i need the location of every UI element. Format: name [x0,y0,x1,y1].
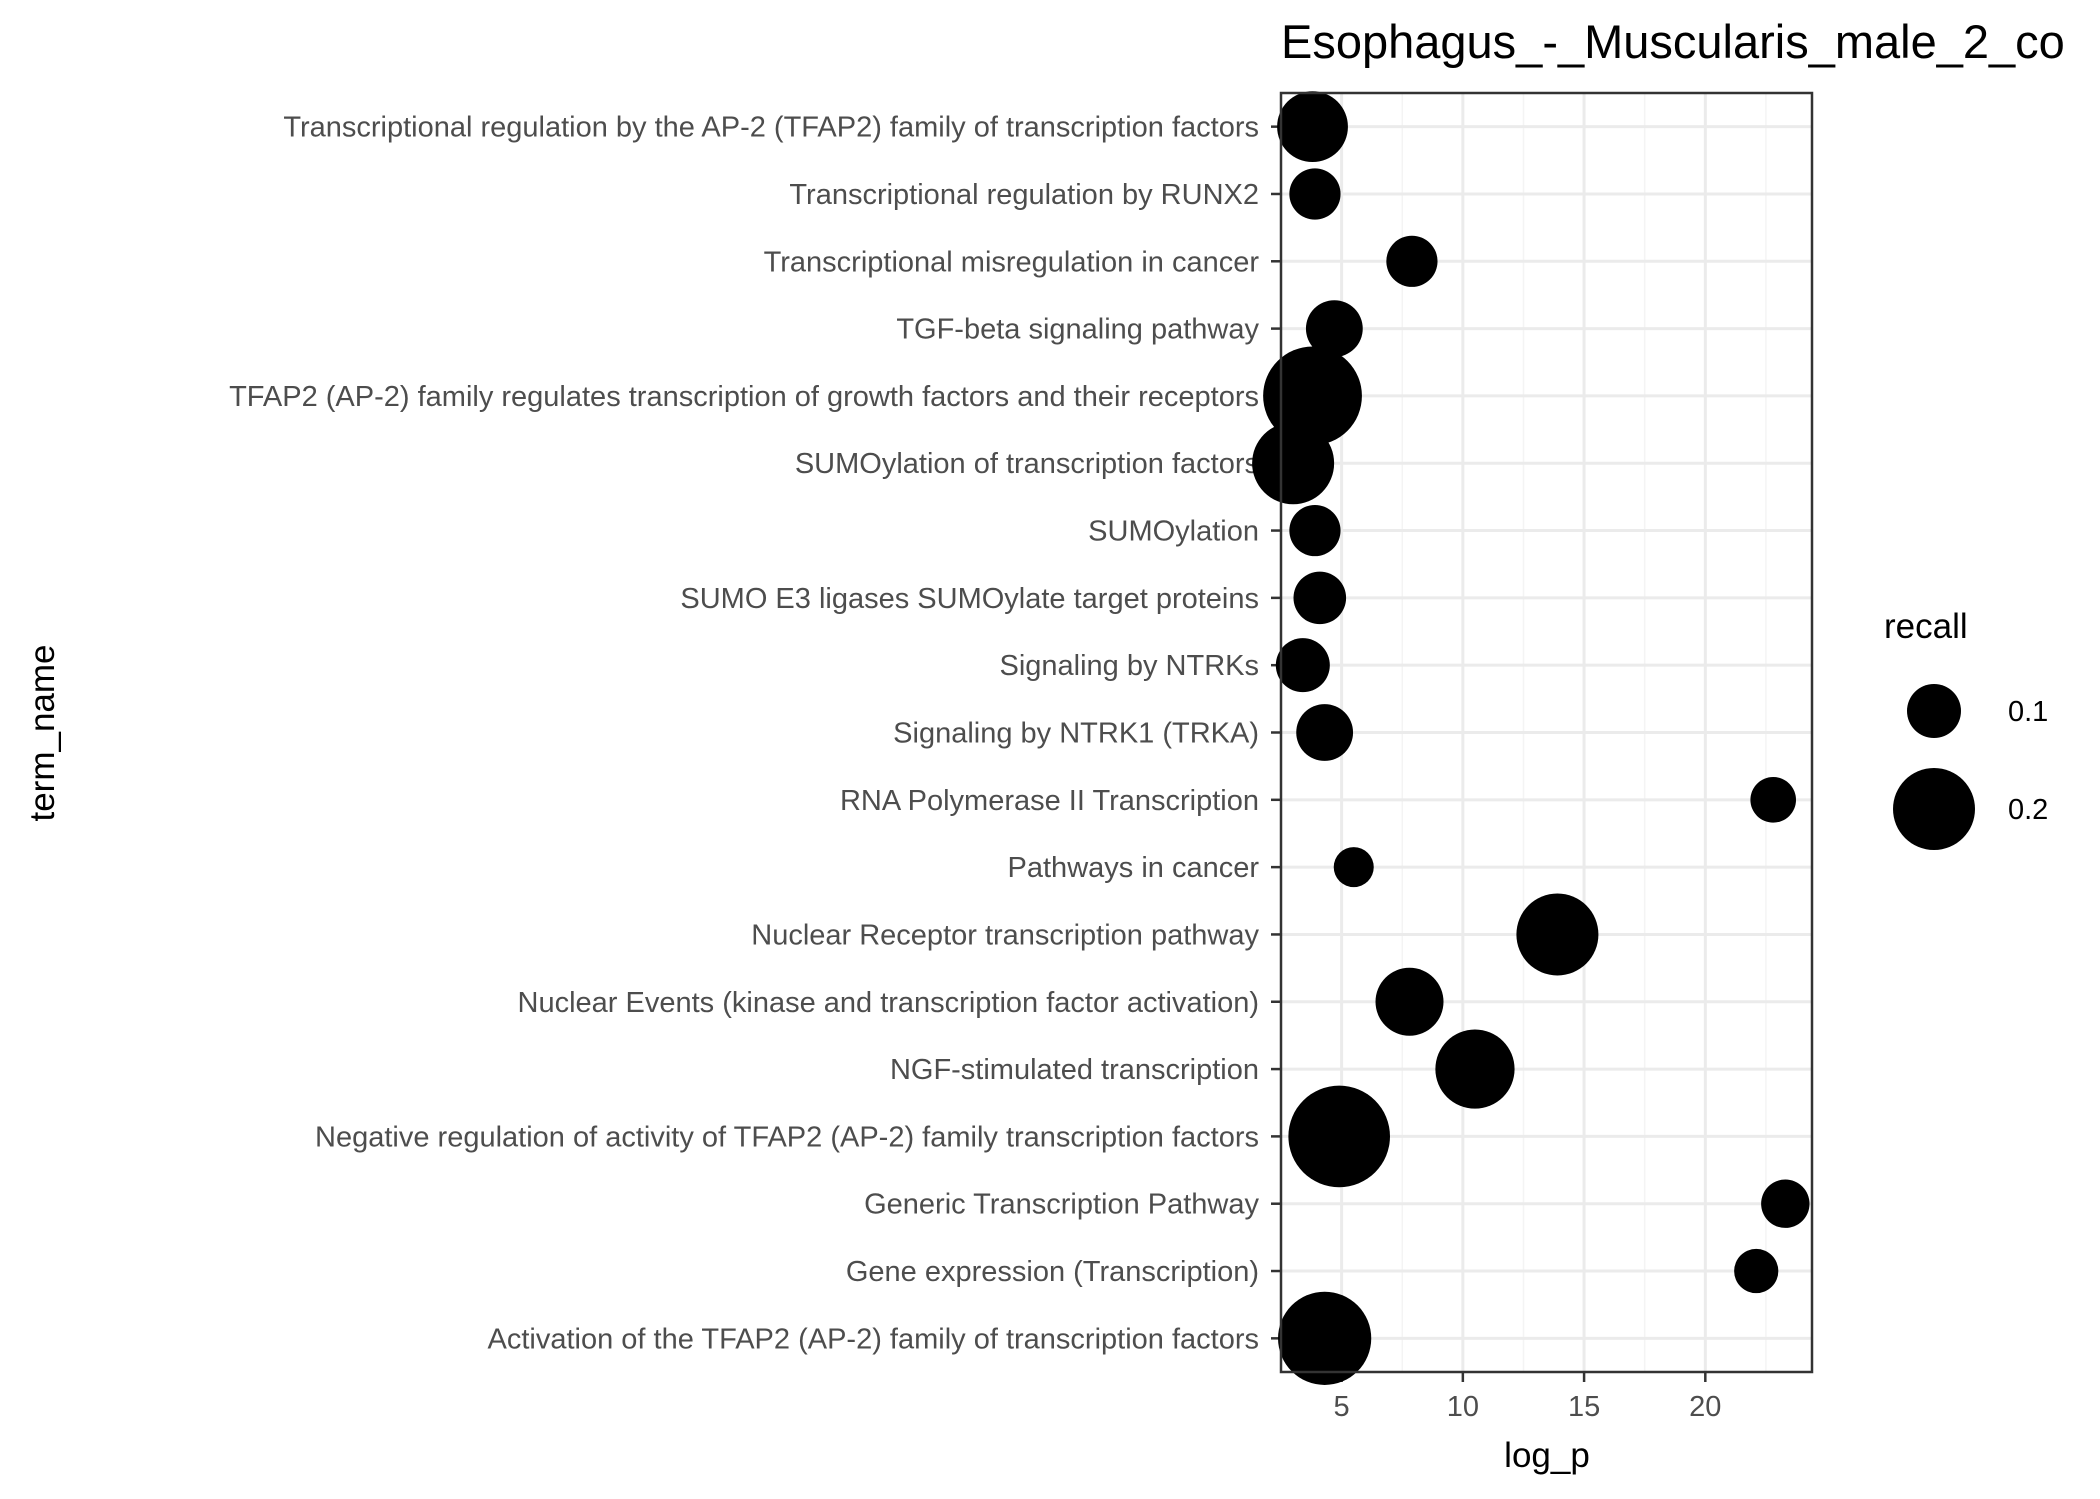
y-tick-label: Activation of the TFAP2 (AP-2) family of… [488,1323,1260,1355]
y-tick-label: Nuclear Events (kinase and transcription… [518,987,1259,1019]
y-tick-label: NGF-stimulated transcription [890,1054,1259,1086]
chart-title: Esophagus_-_Muscularis_male_2_co [1281,15,2065,68]
y-tick-label: Transcriptional misregulation in cancer [764,246,1260,278]
data-point [1275,638,1330,693]
y-tick-label: SUMOylation of transcription factors [795,448,1259,480]
legend-title: recall [1884,607,1968,646]
data-point [1277,91,1348,163]
data-point [1293,571,1347,625]
data-point [1435,1029,1515,1109]
y-tick-label: RNA Polymerase II Transcription [840,785,1259,817]
y-tick-label: Nuclear Receptor transcription pathway [751,919,1259,951]
data-point [1333,847,1374,888]
data-point [1305,300,1363,358]
data-point [1263,346,1362,446]
y-tick-label: SUMO E3 ligases SUMOylate target protein… [680,583,1259,615]
legend-label: 0.1 [2008,696,2048,728]
y-tick-label: SUMOylation [1088,516,1259,548]
y-tick-label: Transcriptional regulation by RUNX2 [789,179,1259,211]
y-tick-label: Signaling by NTRKs [1000,650,1260,682]
data-point [1375,967,1444,1036]
x-axis-title: log_p [1504,1436,1590,1475]
legend-key [1893,768,1975,850]
y-tick-label: Gene expression (Transcription) [846,1256,1259,1288]
y-axis: Activation of the TFAP2 (AP-2) family of… [229,112,1281,1355]
data-point [1296,704,1354,761]
legend-label: 0.2 [2008,794,2048,826]
legend-key [1907,684,1961,738]
data-point [1288,1085,1390,1188]
x-tick-label: 20 [1689,1391,1721,1423]
y-tick-label: TGF-beta signaling pathway [896,314,1259,346]
y-axis-title: term_name [23,644,62,821]
data-point [1750,777,1797,823]
data-point [1278,1291,1372,1385]
data-point [1761,1179,1810,1228]
y-tick-label: Generic Transcription Pathway [864,1189,1259,1221]
x-tick-label: 5 [1334,1391,1350,1423]
y-tick-label: Transcriptional regulation by the AP-2 (… [283,112,1259,144]
panel-border [1279,91,1814,1374]
x-axis: 5 10 15 20 [1334,1372,1721,1423]
data-point [1386,235,1438,287]
data-point [1734,1248,1779,1294]
size-legend: recall 0.1 0.2 [1884,607,2048,850]
data-point [1289,504,1341,557]
data-point [1289,168,1341,220]
y-tick-label: Pathways in cancer [1008,852,1260,884]
x-tick-label: 10 [1447,1391,1479,1423]
data-points [1252,91,1810,1385]
y-tick-label: Negative regulation of activity of TFAP2… [315,1121,1259,1153]
x-tick-label: 15 [1568,1391,1600,1423]
y-tick-label: Signaling by NTRK1 (TRKA) [893,718,1259,750]
data-point [1516,893,1599,976]
y-tick-label: TFAP2 (AP-2) family regulates transcript… [229,381,1259,413]
